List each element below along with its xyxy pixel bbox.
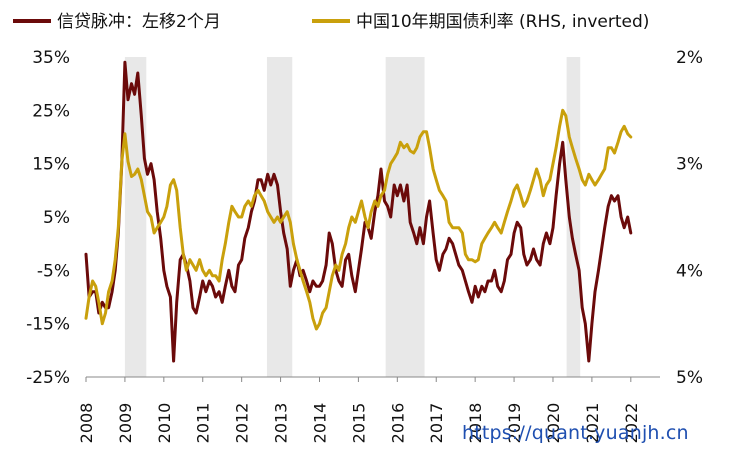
legend-label: 中国10年期国债利率 (RHS, inverted) xyxy=(356,12,649,32)
series-line-credit-impulse xyxy=(84,60,633,363)
left-tick-label: -15% xyxy=(26,315,70,335)
x-tick-label: 2019 xyxy=(505,403,524,444)
x-tick-label: 2011 xyxy=(194,403,213,444)
x-tick-label: 2018 xyxy=(466,403,485,444)
x-tick-label: 2016 xyxy=(388,403,407,444)
x-tick-label: 2010 xyxy=(155,403,174,444)
x-tick-label: 2021 xyxy=(583,403,602,444)
right-tick-label: 5% xyxy=(676,368,703,388)
x-tick-label: 2022 xyxy=(622,403,641,444)
x-tick-label: 2009 xyxy=(116,403,135,444)
left-axis: 35% 25% 15% 5% -5% -15% -25% xyxy=(26,48,70,388)
left-tick-label: 15% xyxy=(32,155,70,175)
x-tick-label: 2014 xyxy=(310,403,329,444)
legend-label: 信贷脉冲：左移2个月 xyxy=(57,12,221,32)
x-tick-label: 2015 xyxy=(349,403,368,444)
left-tick-label: 5% xyxy=(43,208,70,228)
right-tick-label: 4% xyxy=(676,261,703,281)
series-group xyxy=(84,60,633,363)
x-tick-label: 2012 xyxy=(233,403,252,444)
x-tick-label: 2013 xyxy=(272,403,291,444)
series-line-bond-yield xyxy=(84,108,633,331)
left-tick-label: -25% xyxy=(26,368,70,388)
x-axis: 2008 2009 2010 2011 2012 2013 2014 2015 2016 2017… xyxy=(77,377,641,443)
shaded-period xyxy=(124,57,147,377)
left-tick-label: 25% xyxy=(32,101,70,121)
right-tick-label: 2% xyxy=(676,48,703,68)
watermark-text: https://quant.yuanjh.cn xyxy=(462,422,689,444)
legend: 信贷脉冲：左移2个月 中国10年期国债利率 (RHS, inverted) xyxy=(13,12,649,32)
right-axis: 2% 3% 4% 5% xyxy=(676,48,703,388)
x-tick-label: 2017 xyxy=(427,403,446,444)
right-tick-label: 3% xyxy=(676,155,703,175)
x-tick-label: 2008 xyxy=(77,403,96,444)
left-tick-label: 35% xyxy=(32,48,70,68)
left-tick-label: -5% xyxy=(37,261,70,281)
x-tick-label: 2020 xyxy=(544,403,563,444)
